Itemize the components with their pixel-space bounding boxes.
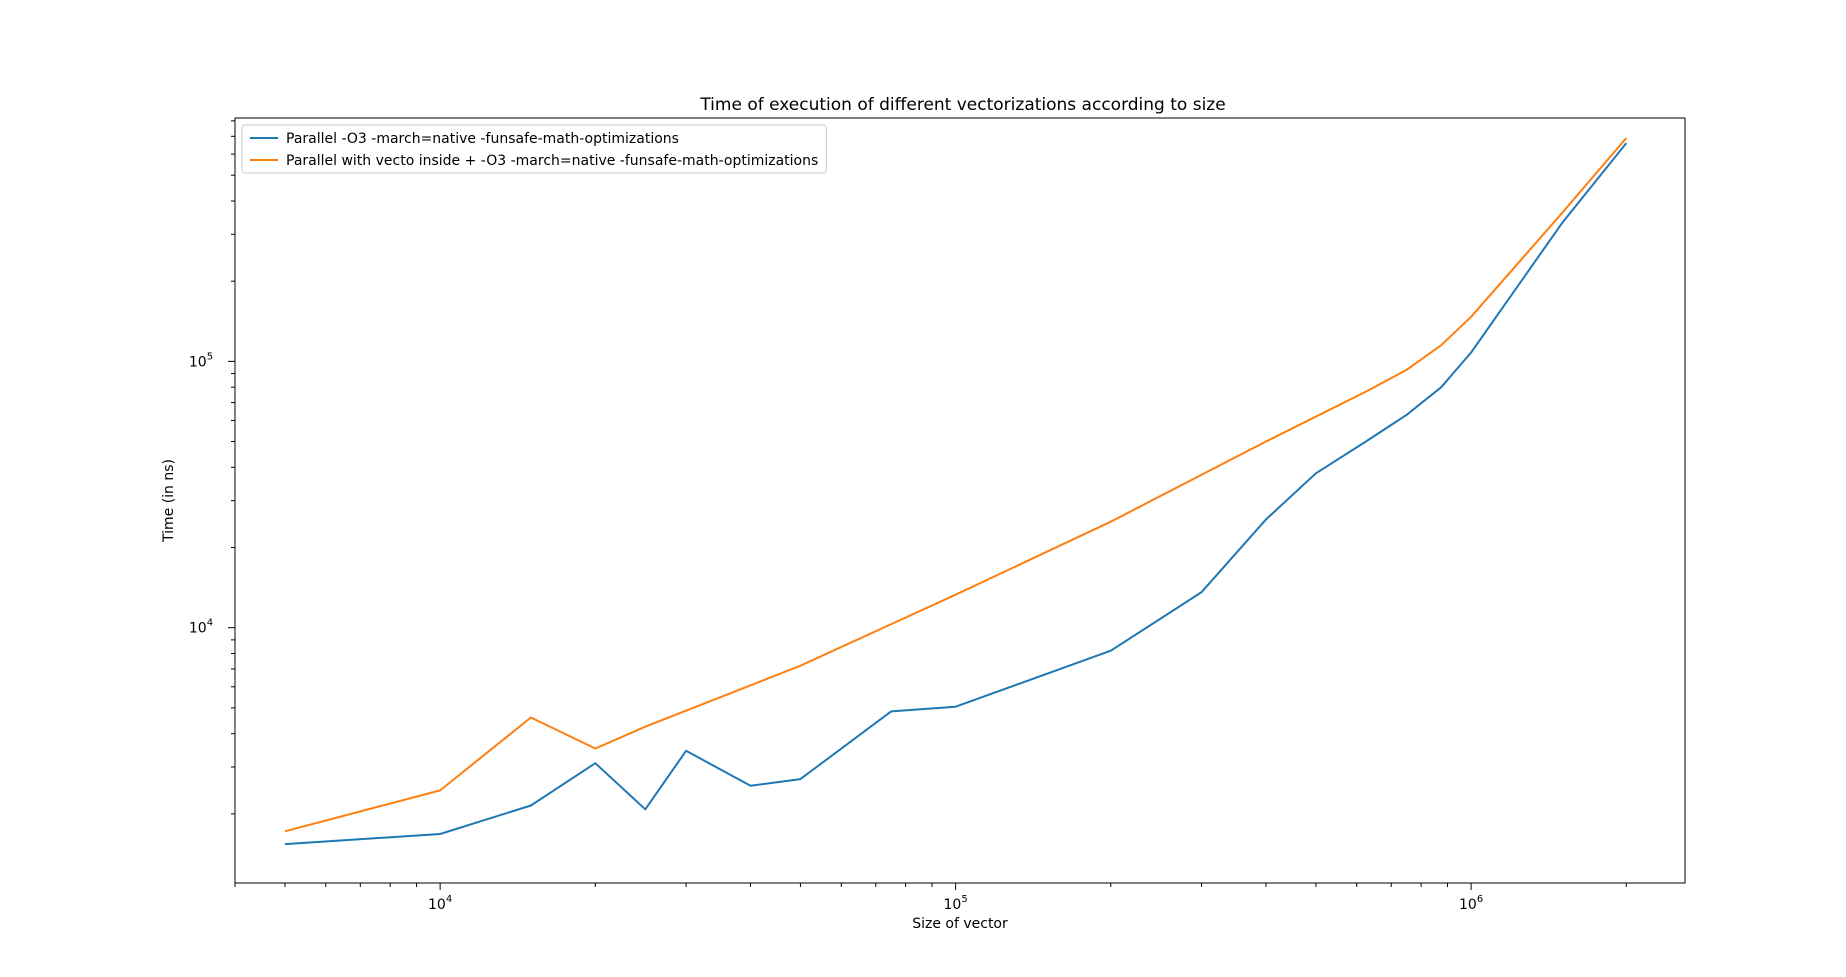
series-line-2 [284,137,1628,833]
y-axis-label: Time (in ns) [161,459,177,543]
plot-area-frame [234,117,1686,884]
legend-label-series-1: Parallel -O3 -march=native -funsafe-math… [286,131,679,147]
x-axis-ticks: 104 105 106 [234,883,1627,913]
series-lines [284,137,1628,846]
legend-label-series-2: Parallel with vecto inside + -O3 -march=… [286,153,818,169]
x-tick-label: 106 [1459,894,1483,913]
series-line-1 [284,142,1628,846]
y-tick-label: 104 [189,618,213,637]
legend-box [241,124,827,174]
y-axis-ticks: 104 105 [189,120,235,815]
x-tick-label: 105 [944,894,968,913]
x-tick-label: 104 [428,894,452,913]
chart-title: Time of execution of different vectoriza… [699,95,1225,115]
y-tick-label: 105 [189,351,213,370]
x-axis-label: Size of vector [912,916,1008,932]
legend: Parallel -O3 -march=native -funsafe-math… [241,124,827,174]
